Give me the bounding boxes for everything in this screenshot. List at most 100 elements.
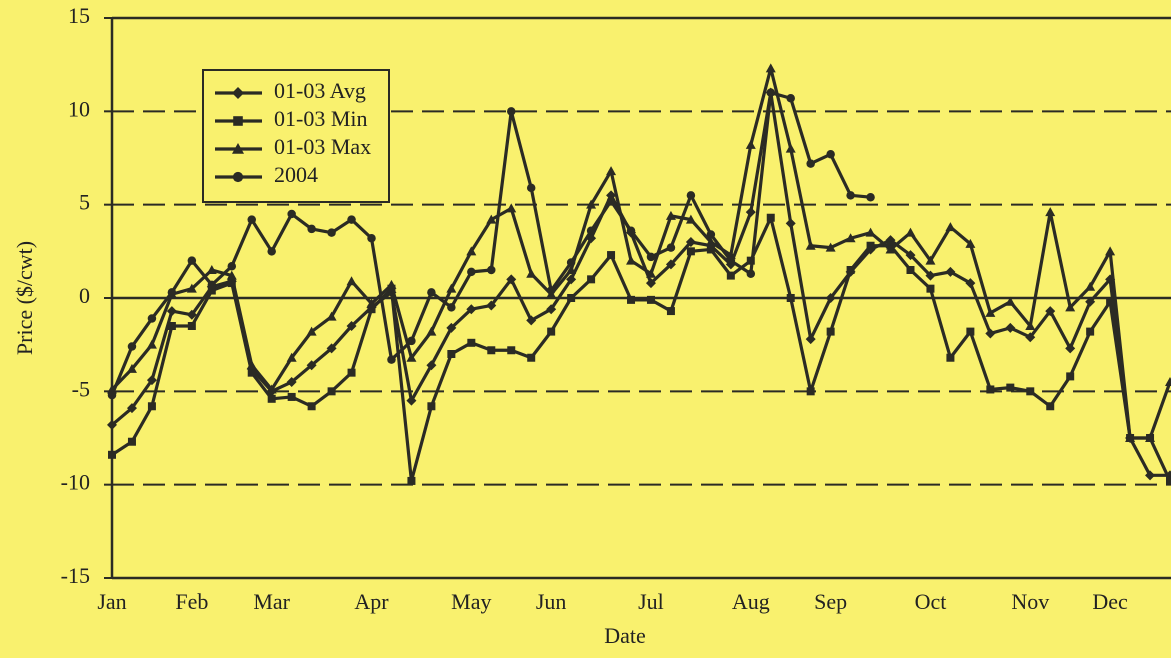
- marker: [327, 387, 336, 396]
- marker: [367, 234, 376, 243]
- marker: [906, 266, 915, 274]
- marker: [786, 94, 795, 103]
- marker: [187, 322, 196, 330]
- marker: [487, 346, 496, 355]
- marker: [1085, 281, 1096, 291]
- marker: [386, 279, 397, 289]
- marker: [187, 256, 197, 265]
- marker: [765, 63, 776, 73]
- marker: [865, 227, 876, 237]
- marker: [606, 166, 617, 176]
- marker: [366, 298, 377, 308]
- marker: [626, 226, 636, 236]
- marker: [126, 403, 137, 414]
- x-tick-label: Mar: [253, 589, 290, 614]
- marker: [246, 360, 257, 370]
- marker: [946, 353, 955, 362]
- marker: [447, 303, 456, 312]
- marker: [965, 238, 976, 248]
- marker: [146, 375, 157, 386]
- marker: [905, 250, 916, 261]
- marker: [1086, 327, 1095, 336]
- marker: [726, 271, 735, 280]
- marker: [985, 328, 996, 339]
- marker: [546, 304, 557, 315]
- marker: [427, 288, 436, 297]
- y-tick-label: 15: [68, 3, 90, 28]
- marker: [885, 244, 896, 254]
- marker: [805, 240, 816, 250]
- marker: [487, 265, 496, 275]
- marker: [406, 352, 417, 362]
- marker: [286, 352, 297, 362]
- marker: [626, 255, 637, 265]
- marker: [507, 346, 516, 355]
- x-tick-label: Feb: [175, 589, 208, 614]
- x-tick-label: Sep: [814, 589, 847, 614]
- marker: [587, 275, 596, 284]
- marker: [645, 268, 656, 278]
- marker: [665, 210, 676, 220]
- marker: [347, 215, 356, 224]
- marker: [147, 402, 156, 411]
- x-tick-label: Jan: [97, 589, 126, 614]
- marker: [526, 268, 537, 278]
- marker: [326, 343, 337, 354]
- marker: [1165, 377, 1171, 386]
- marker: [326, 311, 337, 321]
- y-axis-label: Price ($/cwt): [12, 241, 37, 355]
- marker: [706, 245, 715, 254]
- x-tick-label: Dec: [1092, 589, 1128, 614]
- marker: [107, 419, 117, 430]
- marker: [247, 368, 256, 377]
- legend-label: 2004: [274, 162, 318, 187]
- marker: [426, 326, 437, 336]
- marker: [945, 222, 956, 232]
- marker: [925, 255, 936, 265]
- marker: [825, 293, 836, 303]
- marker: [1106, 297, 1115, 306]
- marker: [986, 385, 995, 394]
- y-tick-label: -15: [61, 563, 90, 588]
- marker: [307, 402, 316, 411]
- marker: [746, 269, 756, 278]
- marker: [1125, 433, 1136, 442]
- marker: [825, 242, 836, 252]
- marker: [1066, 372, 1075, 381]
- marker: [745, 139, 756, 149]
- marker: [527, 353, 536, 362]
- marker: [467, 267, 476, 277]
- marker: [925, 270, 936, 281]
- marker: [1065, 343, 1076, 354]
- marker: [666, 243, 676, 252]
- legend-label: 01-03 Avg: [274, 78, 366, 103]
- marker: [346, 276, 357, 286]
- marker: [845, 233, 856, 243]
- marker: [287, 209, 296, 219]
- marker: [926, 284, 935, 293]
- marker: [686, 247, 695, 256]
- marker: [826, 327, 835, 336]
- marker: [466, 246, 477, 256]
- x-tick-label: May: [451, 589, 491, 614]
- marker: [1006, 383, 1015, 392]
- marker: [1025, 321, 1036, 330]
- marker: [1085, 296, 1096, 307]
- marker: [446, 322, 457, 333]
- marker: [547, 327, 556, 336]
- marker: [227, 279, 236, 288]
- marker: [406, 395, 417, 406]
- marker: [127, 342, 137, 351]
- marker: [745, 207, 756, 218]
- marker: [126, 363, 137, 373]
- marker: [407, 336, 416, 346]
- marker: [805, 334, 816, 345]
- marker: [186, 283, 197, 293]
- marker: [726, 256, 736, 265]
- marker: [146, 339, 157, 349]
- marker: [1005, 296, 1016, 306]
- marker: [207, 286, 216, 295]
- marker: [1026, 387, 1035, 396]
- y-tick-label: 10: [68, 96, 90, 121]
